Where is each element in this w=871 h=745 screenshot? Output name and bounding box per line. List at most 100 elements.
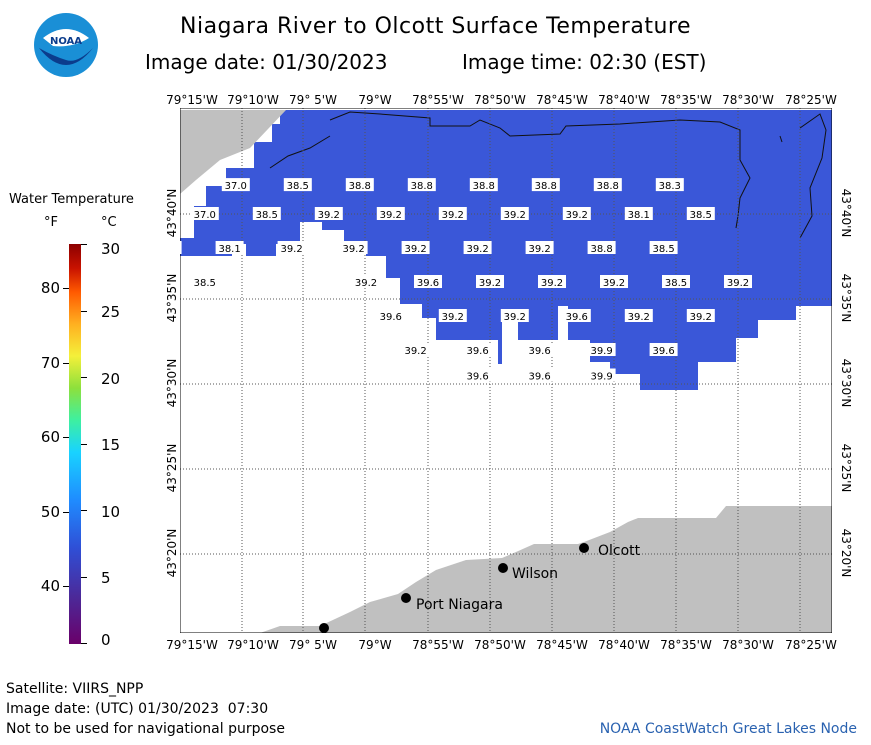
temp-label-box <box>500 207 529 220</box>
lon-label-top: 78°35'W <box>660 93 712 107</box>
temp-label-box <box>525 368 554 382</box>
temp-label-box <box>624 207 653 220</box>
temp-label: 38.8 <box>597 181 619 192</box>
temp-label-box <box>283 178 312 192</box>
temp-label: 38.8 <box>349 181 371 192</box>
temp-label-box <box>352 275 380 288</box>
lat-label-right: 43°20'N <box>839 528 853 578</box>
tick-c-20: 20 <box>101 370 121 388</box>
lon-label-top: 78°50'W <box>474 93 526 107</box>
temp-label: 39.2 <box>380 210 402 221</box>
temp-label-box <box>655 178 684 192</box>
temp-label-box <box>525 343 554 356</box>
port-niagara-marker <box>401 593 411 603</box>
temp-label: 39.6 <box>652 346 674 357</box>
temp-label: 39.6 <box>466 346 488 357</box>
temp-label-box <box>414 275 442 288</box>
temp-label-box <box>686 309 715 322</box>
temperature-map: 37.0 38.5 38.8 38.8 38.8 38.8 38.8 38.3 37.0 38.5… <box>180 108 832 633</box>
temp-label: 39.2 <box>504 312 526 323</box>
image-date: Image date: 01/30/2023 <box>145 50 388 74</box>
graticule <box>180 108 832 633</box>
temp-label-box <box>376 309 405 322</box>
temp-label: 39.9 <box>590 346 612 357</box>
temp-label-box <box>531 178 560 192</box>
temp-label: 38.1 <box>218 244 240 255</box>
temp-label-box <box>345 178 374 192</box>
temp-label-box <box>438 309 467 322</box>
tick-c-25: 25 <box>101 303 121 321</box>
tick-c-30: 30 <box>101 240 121 258</box>
temp-label: 39.6 <box>417 278 439 289</box>
temp-label-box <box>376 207 405 220</box>
temp-label: 38.1 <box>628 210 650 221</box>
satellite-info: Satellite: VIIRS_NPP <box>6 681 144 697</box>
lon-label-top: 79° 5'W <box>289 93 337 107</box>
temp-label-box <box>587 368 616 382</box>
temp-label-box <box>587 343 616 356</box>
temp-label-box <box>277 241 306 254</box>
lat-label-right: 43°40'N <box>839 188 853 238</box>
temp-label: 39.2 <box>466 244 488 255</box>
temp-label-box <box>469 178 498 192</box>
lon-label-top: 78°55'W <box>412 93 464 107</box>
tick-f-60: 60 <box>40 428 60 446</box>
lat-label-right: 43°35'N <box>839 273 853 323</box>
lon-label-bottom: 78°25'W <box>785 638 837 652</box>
temp-label: 39.2 <box>280 244 302 255</box>
temp-label: 39.9 <box>590 372 612 383</box>
svg-text:NOAA: NOAA <box>50 36 82 47</box>
temp-label-box <box>314 207 343 220</box>
temp-label-box <box>476 275 504 288</box>
temp-label-box <box>593 178 622 192</box>
temp-label-box <box>538 275 566 288</box>
temp-label-box <box>407 178 436 192</box>
lon-label-top: 78°30'W <box>722 93 774 107</box>
noaa-logo: NOAA <box>34 13 98 77</box>
lon-label-top: 78°40'W <box>598 93 650 107</box>
temp-label: 39.6 <box>466 372 488 383</box>
temp-label-box <box>190 207 219 220</box>
lon-label-bottom: 78°50'W <box>474 638 526 652</box>
temp-label-box <box>221 178 250 192</box>
temp-label-box <box>401 343 430 356</box>
tick-f-40: 40 <box>40 577 60 595</box>
temp-label-box <box>624 309 653 322</box>
lon-label-bottom: 78°35'W <box>660 638 712 652</box>
tick-f-50: 50 <box>40 503 60 521</box>
wilson-label: Wilson <box>512 566 558 582</box>
legend-title: Water Temperature <box>9 192 134 207</box>
temp-label: 38.5 <box>652 244 674 255</box>
temp-label: 38.8 <box>411 181 433 192</box>
land-canada <box>180 110 286 194</box>
node-credit: NOAA CoastWatch Great Lakes Node <box>599 721 857 737</box>
temp-label-box <box>252 207 281 220</box>
lat-label-right: 43°30'N <box>839 358 853 408</box>
temp-label: 39.6 <box>528 346 550 357</box>
temp-label: 39.2 <box>603 278 625 289</box>
temp-label: 39.2 <box>566 210 588 221</box>
temp-label-box <box>339 241 368 254</box>
disclaimer: Not to be used for navigational purpose <box>6 721 285 737</box>
temp-label-box <box>562 309 591 322</box>
temp-label-box <box>562 207 591 220</box>
lat-label-left: 43°40'N <box>165 188 179 238</box>
temp-label: 39.2 <box>541 278 563 289</box>
temp-label-box <box>500 309 529 322</box>
temp-label: 37.0 <box>225 181 247 192</box>
temp-label: 39.6 <box>528 372 550 383</box>
temp-label: 39.2 <box>528 244 550 255</box>
temp-label: 38.8 <box>590 244 612 255</box>
temp-label: 38.5 <box>256 210 278 221</box>
temp-label-box <box>600 275 628 288</box>
lon-label-top: 78°45'W <box>536 93 588 107</box>
temp-label-box <box>662 275 690 288</box>
tick-c-15: 15 <box>101 436 121 454</box>
temp-label: 39.2 <box>404 346 426 357</box>
image-time: Image time: 02:30 (EST) <box>462 50 707 74</box>
tick-c-10: 10 <box>101 503 121 521</box>
wilson-marker <box>498 563 508 573</box>
niagara-mouth-marker <box>319 623 329 633</box>
temp-label: 38.5 <box>194 278 216 289</box>
tick-f-80: 80 <box>40 279 60 297</box>
